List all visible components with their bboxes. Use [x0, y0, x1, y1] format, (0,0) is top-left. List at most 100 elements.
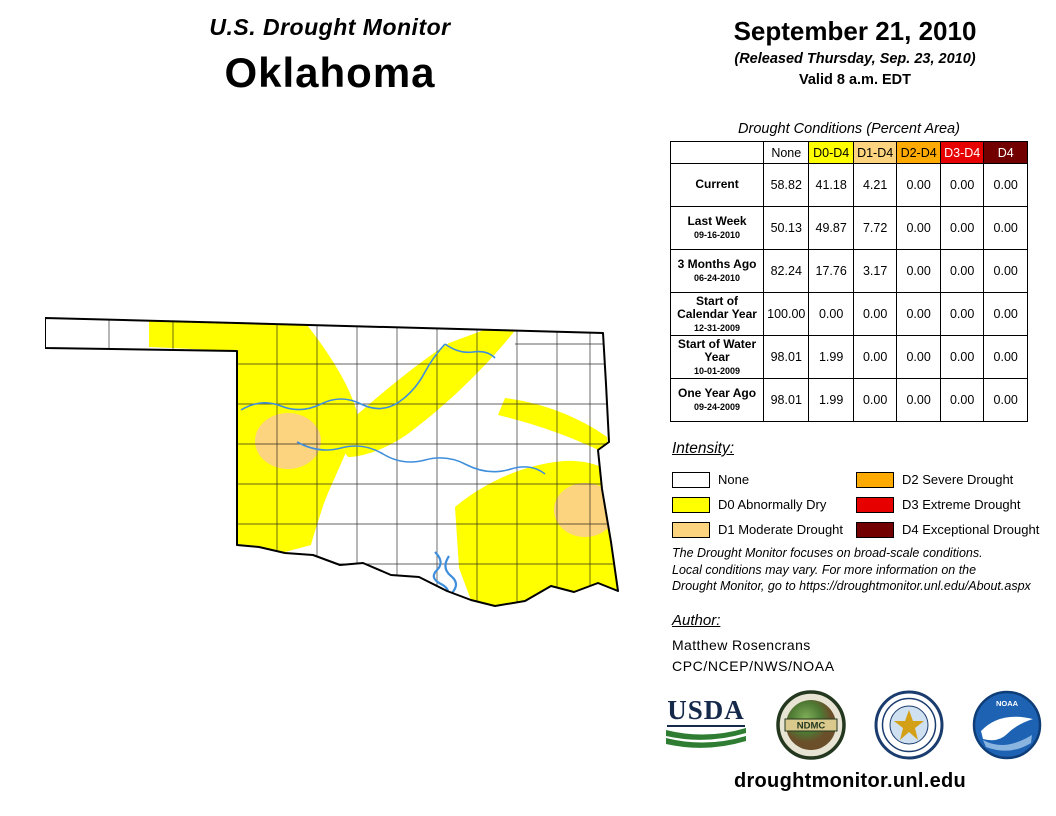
author-name: Matthew Rosencrans: [672, 637, 811, 653]
row-label-text: One Year Ago: [678, 386, 757, 401]
river-north: [240, 343, 446, 411]
row-label: One Year Ago 09-24-2009: [669, 378, 765, 422]
table-cell: 0.00: [939, 249, 985, 293]
legend-label: D1 Moderate Drought: [718, 522, 844, 537]
row-label-date: 06-24-2010: [694, 273, 741, 284]
d0-area-north-band: [333, 326, 517, 457]
col-header-d2d4: D2-D4: [896, 141, 941, 164]
table-cell: 0.00: [808, 292, 854, 336]
row-label: Last Week 09-16-2010: [669, 206, 765, 250]
table-cell: 98.01: [763, 335, 810, 379]
table-row-one-year-ago: One Year Ago 09-24-2009 98.01 1.99 0.00 0…: [669, 378, 1028, 422]
d0-area-northeast-band: [498, 398, 609, 455]
drought-conditions-table: None D0-D4 D1-D4 D2-D4 D3-D4 D4 Current …: [669, 141, 1028, 422]
col-header-d4: D4: [983, 141, 1028, 164]
row-label-date: 12-31-2009: [694, 323, 741, 334]
table-cell: 0.00: [896, 206, 941, 250]
date-block: September 21, 2010 (Released Thursday, S…: [690, 16, 1020, 88]
row-label: Current: [669, 163, 765, 207]
table-cell: 0.00: [939, 163, 985, 207]
author-block: Author: Matthew Rosencrans CPC/NCEP/NWS/…: [672, 612, 835, 674]
row-label-text: Last Week: [687, 214, 747, 229]
d0-area-west: [149, 321, 358, 552]
ndmc-logo: NDMC: [776, 690, 846, 760]
legend-label: D4 Exceptional Drought: [902, 522, 1040, 537]
table-cell: 0.00: [983, 378, 1028, 422]
table-row-start-water-year: Start of Water Year 10-01-2009 98.01 1.99…: [669, 335, 1028, 379]
title-block: U.S. Drought Monitor Oklahoma: [30, 14, 630, 97]
river-northeast: [444, 343, 496, 359]
legend-title: Intensity:: [672, 440, 735, 457]
footer-url: droughtmonitor.unl.edu: [733, 770, 967, 792]
table-header-row: None D0-D4 D1-D4 D2-D4 D3-D4 D4: [669, 141, 1028, 164]
legend-label: D0 Abnormally Dry: [718, 497, 827, 512]
noaa-gull-icon: [981, 716, 1033, 741]
legend-item-d4: D4 Exceptional Drought: [856, 517, 1040, 542]
state-title: Oklahoma: [224, 49, 436, 96]
table-cell: 0.00: [896, 163, 941, 207]
col-header-d3d4: D3-D4: [939, 141, 985, 164]
legend-swatch-d0: [672, 496, 710, 513]
row-label: 3 Months Ago 06-24-2010: [669, 249, 765, 293]
noaa-sea-icon: [983, 735, 1032, 751]
table-row-last-week: Last Week 09-16-2010 50.13 49.87 7.72 0.0…: [669, 206, 1028, 250]
table-cell: 0.00: [852, 335, 898, 379]
usda-swoosh-icon: [666, 727, 746, 748]
commerce-seal-logo: [874, 690, 944, 760]
valid-time: Valid 8 a.m. EDT: [798, 72, 911, 88]
table-cell: 100.00: [763, 292, 810, 336]
table-cell: 98.01: [763, 378, 810, 422]
row-label-text: 3 Months Ago: [677, 257, 757, 272]
table-row-3-months-ago: 3 Months Ago 06-24-2010 82.24 17.76 3.17 …: [669, 249, 1028, 293]
table-cell: 0.00: [983, 292, 1028, 336]
table-cell: 49.87: [808, 206, 854, 250]
row-label: Start of Water Year 10-01-2009: [669, 335, 765, 379]
usda-logo: USDA: [664, 694, 748, 754]
row-label-text: Start of Water Year: [677, 336, 757, 365]
row-label-text: Current: [695, 176, 739, 191]
row-label-date: 09-16-2010: [694, 230, 741, 241]
row-label-text: Start of Calendar Year: [677, 293, 757, 322]
table-cell: 0.00: [896, 335, 941, 379]
disclaimer-line-1: The Drought Monitor focuses on broad-sca…: [672, 546, 983, 560]
table-cell: 82.24: [763, 249, 810, 293]
legend-swatch-none: [672, 471, 710, 488]
noaa-logo-text: NOAA: [996, 699, 1019, 708]
col-header-d1d4: D1-D4: [852, 141, 898, 164]
legend-swatch-d3: [856, 496, 894, 513]
row-label-date: 10-01-2009: [694, 366, 741, 377]
table-cell: 0.00: [939, 378, 985, 422]
legend-label: None: [718, 472, 750, 487]
table-cell: 0.00: [983, 335, 1028, 379]
disclaimer-line-3: Drought Monitor, go to https://droughtmo…: [672, 579, 1031, 593]
legend-swatch-d4: [856, 521, 894, 538]
legend-item-none: None: [672, 467, 856, 492]
legend-item-d2: D2 Severe Drought: [856, 467, 1040, 492]
intensity-legend: Intensity: None D0 Abnormally Dry D1 Mod…: [672, 440, 1044, 542]
d1-area-southeast: [554, 483, 616, 537]
commerce-eagle-icon: [894, 710, 924, 740]
col-header-none: None: [763, 141, 810, 164]
table-title: Drought Conditions (Percent Area): [738, 121, 960, 137]
map-date: September 21, 2010: [733, 16, 977, 46]
row-label-date: 09-24-2009: [694, 402, 741, 413]
ndmc-logo-text: NDMC: [797, 721, 826, 732]
usda-logo-text: USDA: [667, 694, 745, 727]
legend-label: D3 Extreme Drought: [902, 497, 1021, 512]
table-cell: 17.76: [808, 249, 854, 293]
legend-grid: None D0 Abnormally Dry D1 Moderate Droug…: [672, 467, 1044, 542]
legend-swatch-d1: [672, 521, 710, 538]
author-org: CPC/NCEP/NWS/NOAA: [672, 658, 835, 674]
table-cell: 0.00: [939, 292, 985, 336]
table-row-start-calendar-year: Start of Calendar Year 12-31-2009 100.00 …: [669, 292, 1028, 336]
table-cell: 0.00: [896, 292, 941, 336]
col-header-d0d4: D0-D4: [808, 141, 854, 164]
river-central: [296, 441, 546, 475]
legend-item-d0: D0 Abnormally Dry: [672, 492, 856, 517]
logo-row: USDA NDMC NOAA: [664, 690, 1042, 760]
row-label: Start of Calendar Year 12-31-2009: [669, 292, 765, 336]
table-cell: 0.00: [852, 292, 898, 336]
table-cell: 58.82: [763, 163, 810, 207]
table-cell: 1.99: [808, 335, 854, 379]
table-cell: 0.00: [939, 206, 985, 250]
